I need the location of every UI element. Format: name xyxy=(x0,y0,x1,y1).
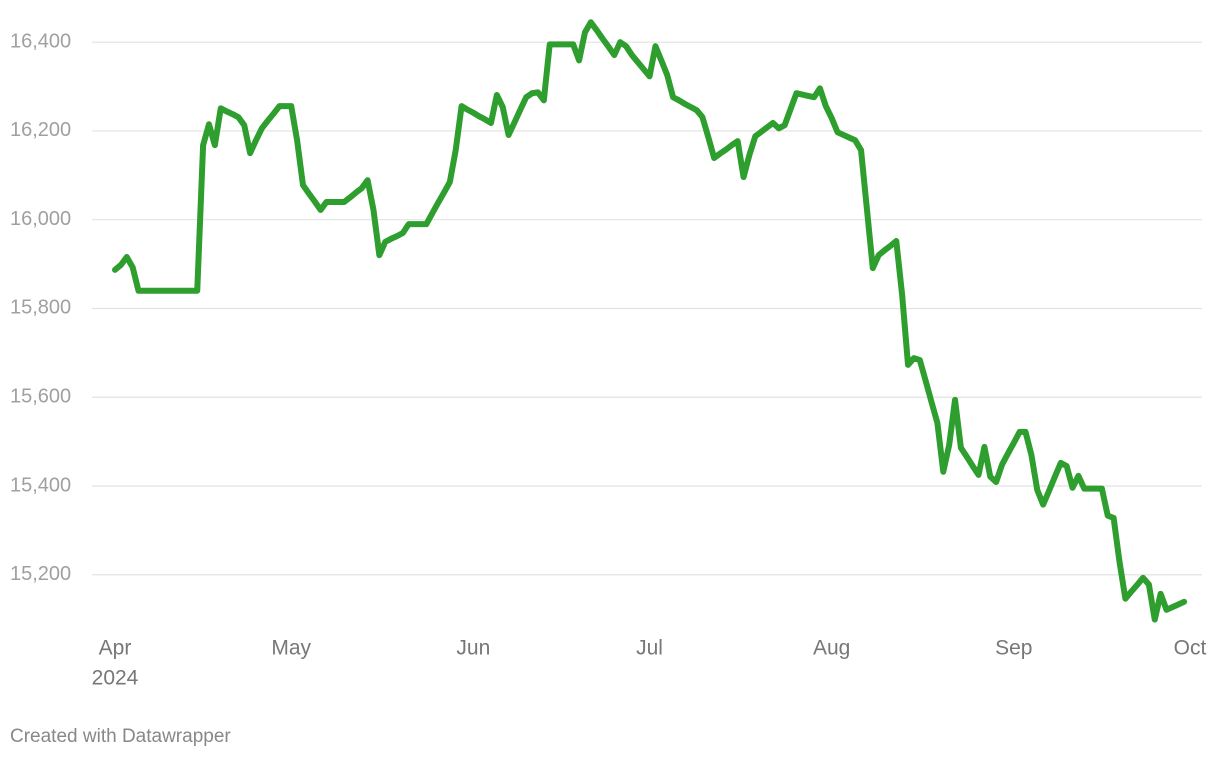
x-tick-label: Jun xyxy=(456,637,490,660)
x-tick-label: Sep xyxy=(995,637,1032,660)
y-tick-label: 15,600 xyxy=(10,386,71,408)
x-year-label: 2024 xyxy=(92,667,139,690)
y-tick-label: 15,800 xyxy=(10,297,71,319)
y-tick-label: 15,400 xyxy=(10,474,71,496)
x-tick-label: Jul xyxy=(636,637,663,660)
y-tick-label: 16,200 xyxy=(10,119,71,141)
footer: Created with Datawrapper xyxy=(10,726,231,747)
x-tick-label: Oct xyxy=(1174,637,1207,660)
y-tick-label: 15,200 xyxy=(10,563,71,585)
x-tick-label: Apr xyxy=(99,637,132,660)
x-tick-label: Aug xyxy=(813,637,850,660)
y-tick-label: 16,400 xyxy=(10,30,71,52)
line xyxy=(112,19,1188,623)
y-tick-label: 16,000 xyxy=(10,208,71,230)
x-tick-label: May xyxy=(271,637,311,660)
